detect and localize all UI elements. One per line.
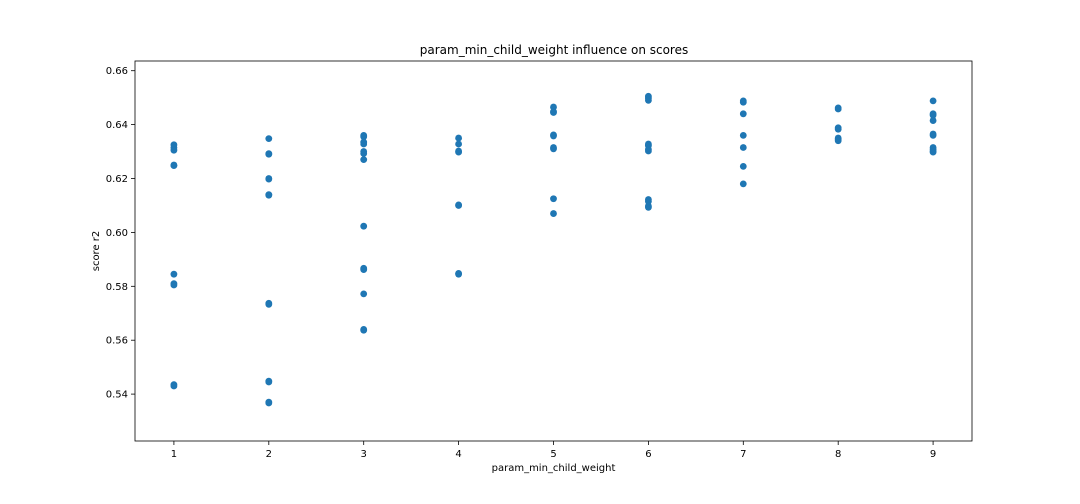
scatter-point (360, 266, 368, 273)
x-tick-label: 1 (171, 449, 177, 460)
x-tick-label: 7 (740, 449, 746, 460)
scatter-point (265, 150, 273, 158)
scatter-point (929, 117, 937, 124)
plot-frame (134, 60, 973, 442)
x-axis-ticks: 1 2 3 4 5 6 7 8 9 (171, 441, 936, 460)
scatter-point (834, 125, 842, 133)
scatter-point (550, 210, 557, 217)
x-axis-label: param_min_child_weight (492, 463, 616, 474)
y-tick-label: 0.60 (106, 228, 128, 239)
scatter-point (550, 109, 557, 116)
scatter-point (644, 96, 652, 104)
scatter-point (265, 191, 273, 199)
y-axis-ticks: 0.54 0.56 0.58 0.60 0.62 0.64 0.66 (106, 66, 135, 401)
scatter-point (170, 281, 178, 289)
scatter-point (739, 162, 747, 170)
y-tick-label: 0.64 (106, 120, 128, 131)
scatter-point (360, 140, 368, 148)
scatter-point (739, 131, 747, 139)
scatter-point (550, 195, 557, 203)
scatter-point (644, 147, 652, 155)
x-tick-label: 6 (645, 449, 651, 460)
scatter-point (265, 399, 273, 407)
scatter-point (265, 300, 273, 308)
scatter-point (929, 131, 937, 139)
scatter-point (170, 146, 178, 154)
scatter-point (644, 203, 652, 211)
scatter-point (360, 133, 368, 141)
scatter-point (170, 382, 178, 390)
scatter-point (929, 111, 937, 119)
scatter-point (170, 162, 178, 169)
y-tick-label: 0.66 (106, 66, 128, 77)
scatter-point (739, 180, 747, 188)
scatter-point (170, 270, 178, 278)
scatter-point (929, 97, 937, 105)
y-tick-label: 0.56 (106, 336, 128, 347)
scatter-point (265, 378, 273, 386)
scatter-point (739, 144, 747, 151)
data-points (170, 92, 937, 407)
scatter-point (929, 148, 937, 156)
scatter-point (360, 150, 368, 157)
y-tick-label: 0.58 (106, 282, 128, 293)
x-tick-label: 9 (930, 449, 936, 460)
scatter-point (360, 156, 368, 164)
scatter-point (455, 202, 463, 209)
scatter-point (360, 326, 368, 334)
scatter-point (455, 140, 463, 148)
y-tick-label: 0.62 (106, 174, 128, 185)
scatter-point (360, 290, 368, 298)
scatter-point (834, 105, 842, 113)
y-axis-label: score r2 (91, 231, 102, 272)
scatter-point (265, 135, 273, 143)
x-tick-label: 2 (266, 449, 272, 460)
scatter-point (739, 98, 747, 106)
y-tick-label: 0.54 (106, 390, 128, 401)
scatter-point (265, 175, 273, 183)
scatter-point (834, 137, 842, 145)
scatter-point (550, 145, 557, 153)
scatter-point (455, 148, 463, 156)
chart-title: param_min_child_weight influence on scor… (420, 43, 688, 57)
scatter-point (739, 110, 747, 118)
scatter-point (455, 270, 463, 278)
x-tick-label: 4 (455, 449, 461, 460)
scatter-point (550, 132, 557, 140)
x-tick-label: 5 (550, 449, 556, 460)
x-tick-label: 8 (835, 449, 841, 460)
x-tick-label: 3 (361, 449, 367, 460)
scatter-point (455, 134, 463, 142)
scatter-point (360, 222, 368, 230)
